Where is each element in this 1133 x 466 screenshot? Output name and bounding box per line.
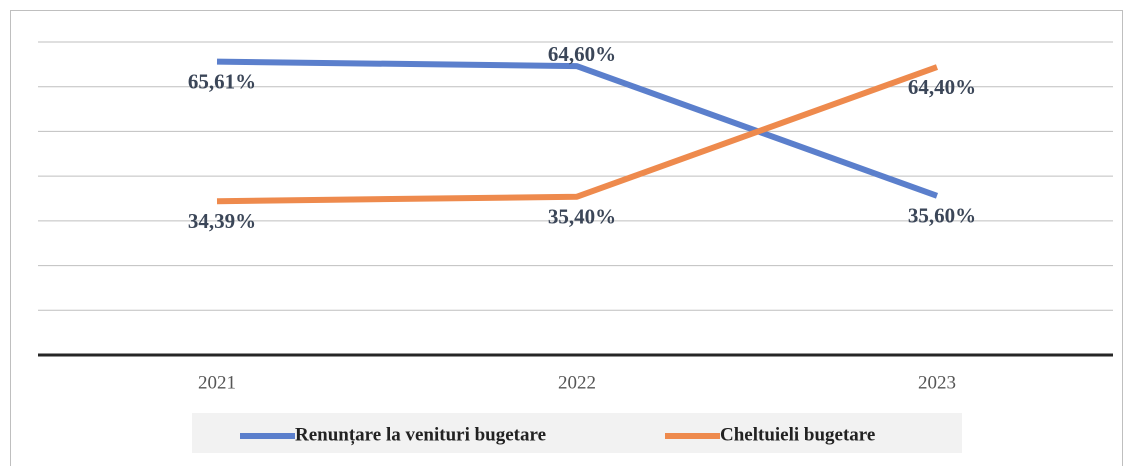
data-label: 34,39% [188, 209, 256, 233]
x-tick-label: 2022 [558, 372, 596, 393]
legend-label: Cheltuieli bugetare [720, 424, 875, 445]
chart-border [10, 10, 1123, 466]
x-tick-label: 2021 [198, 372, 236, 393]
data-label: 65,61% [188, 69, 256, 93]
data-label: 35,40% [548, 205, 616, 229]
legend-label: Renunțare la venituri bugetare [295, 424, 546, 445]
line-series [216, 58, 939, 199]
x-tick-label: 2023 [918, 372, 956, 393]
data-label: 64,40% [908, 75, 976, 99]
legend-box [192, 413, 962, 453]
data-label: 35,60% [908, 204, 976, 228]
data-label: 64,60% [548, 42, 616, 66]
line-series [216, 64, 939, 205]
